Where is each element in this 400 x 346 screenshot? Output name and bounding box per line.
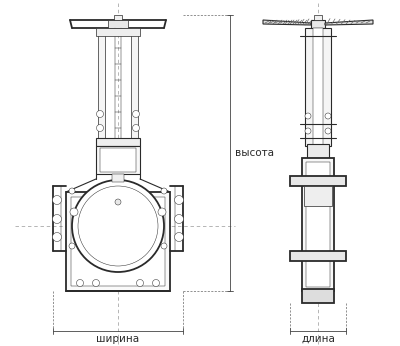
Circle shape — [69, 243, 75, 249]
Bar — [131, 28, 138, 146]
Polygon shape — [263, 20, 311, 25]
Circle shape — [161, 188, 167, 194]
Bar — [66, 192, 170, 291]
Circle shape — [96, 110, 104, 118]
Circle shape — [325, 128, 331, 134]
Bar — [307, 144, 329, 158]
Text: ширина: ширина — [96, 334, 140, 344]
Circle shape — [76, 280, 84, 286]
Circle shape — [136, 280, 144, 286]
Circle shape — [70, 208, 78, 216]
Bar — [290, 176, 346, 186]
Bar — [302, 289, 334, 303]
Bar — [290, 251, 346, 261]
Text: длина: длина — [301, 334, 335, 344]
Circle shape — [96, 125, 104, 131]
Circle shape — [52, 195, 62, 204]
Bar — [313, 28, 323, 146]
Circle shape — [92, 280, 100, 286]
Bar — [71, 197, 165, 286]
Circle shape — [158, 208, 166, 216]
Circle shape — [161, 243, 167, 249]
Bar — [314, 15, 322, 20]
Circle shape — [325, 113, 331, 119]
Circle shape — [174, 215, 184, 224]
Bar — [112, 174, 124, 182]
Circle shape — [69, 188, 75, 194]
Bar — [306, 162, 330, 287]
Circle shape — [52, 215, 62, 224]
Circle shape — [174, 195, 184, 204]
Bar — [114, 15, 122, 20]
Bar — [96, 146, 140, 174]
Text: высота: высота — [235, 148, 274, 158]
Circle shape — [115, 199, 121, 205]
Bar — [108, 20, 128, 28]
Bar — [311, 20, 325, 28]
Circle shape — [152, 280, 160, 286]
Bar — [302, 158, 334, 291]
Bar — [96, 138, 140, 146]
Polygon shape — [325, 20, 373, 25]
Circle shape — [132, 125, 140, 131]
Circle shape — [72, 180, 164, 272]
Circle shape — [305, 113, 311, 119]
Bar — [98, 28, 105, 146]
Bar — [96, 28, 140, 36]
Circle shape — [52, 233, 62, 242]
Circle shape — [132, 110, 140, 118]
Circle shape — [78, 186, 158, 266]
Bar — [304, 186, 332, 206]
Circle shape — [174, 233, 184, 242]
Bar — [100, 148, 136, 172]
Circle shape — [305, 128, 311, 134]
Bar — [305, 28, 331, 146]
